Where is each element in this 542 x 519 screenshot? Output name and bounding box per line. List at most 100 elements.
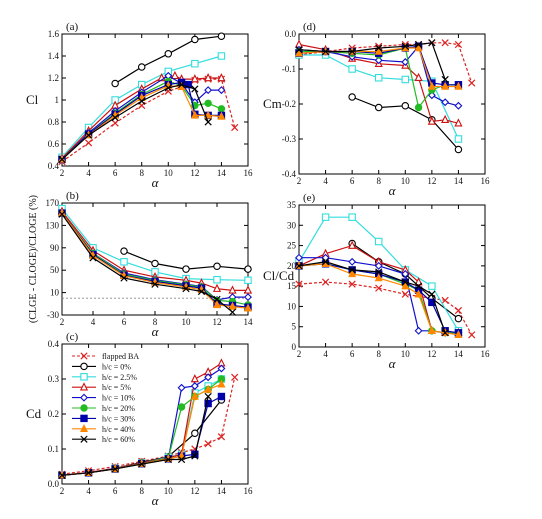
- data-point-s60: [84, 131, 93, 139]
- legend-marker-s60: [80, 435, 88, 443]
- data-point-s60: [295, 262, 303, 270]
- legend-marker-s5: [79, 382, 89, 391]
- legend-marker-s2: [80, 373, 88, 381]
- y-tick-label: 0: [292, 342, 297, 352]
- data-point-s0: [454, 145, 463, 154]
- data-point-s60: [401, 42, 409, 50]
- data-point-s10: [374, 56, 383, 65]
- data-point-s20: [204, 99, 212, 108]
- data-point-s60: [58, 210, 66, 218]
- data-point-s_flap: [204, 440, 212, 448]
- series-s60: [58, 392, 212, 479]
- x-tick-label: 12: [213, 317, 222, 327]
- data-point-s60: [138, 97, 146, 105]
- data-point-s2: [348, 65, 356, 73]
- x-tick-label: 16: [481, 349, 491, 359]
- x-tick-label: 12: [427, 176, 436, 186]
- series-s60: [295, 39, 449, 84]
- data-point-s40: [401, 281, 410, 290]
- series-line-s60: [298, 42, 446, 80]
- data-point-s40: [427, 325, 436, 334]
- data-point-s0: [137, 63, 146, 71]
- x-tick-label: 8: [139, 168, 144, 178]
- series-s0: [111, 32, 226, 88]
- data-point-s60: [441, 75, 449, 84]
- data-point-s2: [321, 213, 330, 221]
- data-point-s5: [190, 374, 199, 383]
- y-tick-label: -0.1: [282, 64, 296, 74]
- x-tick-label: 2: [60, 317, 65, 327]
- x-tick-label: 6: [350, 176, 355, 186]
- data-point-s40: [212, 300, 222, 309]
- x-tick-label: 8: [139, 486, 144, 496]
- data-point-s2: [217, 52, 226, 60]
- data-point-s5: [190, 74, 199, 83]
- legend-label-s5: h/c = 5%: [102, 383, 131, 392]
- data-point-s20: [217, 105, 226, 113]
- y-axis-label: Cl/Cd: [263, 268, 295, 283]
- x-tick-label: 4: [86, 486, 91, 496]
- data-point-s_flap: [295, 280, 303, 288]
- data-point-s60: [58, 471, 66, 479]
- data-point-s5: [217, 73, 226, 82]
- data-point-s5: [454, 118, 463, 127]
- data-point-s40: [190, 391, 199, 400]
- data-point-s60: [441, 329, 449, 337]
- data-point-s_flap: [231, 373, 239, 381]
- data-point-s0: [374, 103, 383, 112]
- x-tick-label: 2: [297, 349, 302, 359]
- data-point-s60: [191, 452, 199, 460]
- y-axis-label: Cl: [26, 92, 39, 107]
- x-tick-label: 4: [323, 349, 328, 359]
- x-tick-label: 10: [182, 317, 192, 327]
- data-point-s40: [414, 289, 423, 298]
- x-axis-label: α: [152, 324, 160, 339]
- data-point-s2: [428, 282, 436, 290]
- x-tick-label: 6: [122, 317, 127, 327]
- data-point-s30: [204, 399, 212, 408]
- data-point-s10: [204, 373, 213, 382]
- series-line-s60: [298, 261, 446, 333]
- data-point-s30: [184, 80, 192, 89]
- y-tick-label: 0.1: [48, 444, 59, 454]
- panel-label: (a): [66, 21, 79, 33]
- y-tick-label: 90: [50, 243, 60, 253]
- x-tick-label: 6: [350, 349, 355, 359]
- plot-frame: [298, 204, 486, 348]
- y-tick-label: 5: [292, 322, 297, 332]
- y-tick-label: 0.2: [48, 409, 59, 419]
- legend-label-s10: h/c = 10%: [102, 394, 135, 403]
- data-point-s0: [454, 314, 463, 323]
- series-s60: [58, 80, 212, 164]
- series-line-s_flap: [298, 42, 473, 84]
- legend: flapped BAh/c = 0% h/c = 2.5%h/c = 5% h/c …: [72, 352, 139, 444]
- panel-label: (b): [66, 190, 79, 202]
- data-point-s_flap: [468, 79, 476, 87]
- data-point-s60: [197, 287, 206, 296]
- data-point-s0: [401, 102, 410, 110]
- y-tick-label: 0.4: [48, 339, 60, 349]
- data-point-s60: [89, 254, 97, 262]
- data-point-s40: [441, 81, 450, 90]
- x-tick-label: 14: [454, 349, 464, 359]
- data-point-s40: [427, 81, 436, 90]
- data-point-s40: [454, 81, 463, 90]
- data-point-s10: [295, 253, 303, 262]
- data-point-s40: [217, 111, 226, 120]
- series-s60: [295, 258, 449, 337]
- x-tick-label: 14: [454, 176, 464, 186]
- x-tick-label: 4: [86, 168, 91, 178]
- data-point-s5: [212, 283, 222, 292]
- panel-d-moment-coefficient: 2 4 6 8 10 12 14 16 -0.4 -0.3 -0.2 -0.1 0.0 (d) α Cm: [263, 21, 490, 198]
- panel-c-drag-coefficient: 2 4 6 8 10 12 14 16 0.0 0.1 0.2 0.3 0.4 (c) α Cd flapped…: [26, 331, 253, 508]
- series-s0: [120, 247, 252, 273]
- data-point-s2: [120, 258, 128, 266]
- legend-marker-s10: [80, 393, 88, 402]
- y-tick-label: 1.4: [48, 51, 60, 61]
- x-tick-label: 14: [217, 486, 227, 496]
- y-tick-label: 170: [46, 198, 60, 208]
- data-point-s40: [204, 384, 213, 393]
- legend-marker-s30: [80, 414, 88, 423]
- data-point-s10: [401, 269, 410, 278]
